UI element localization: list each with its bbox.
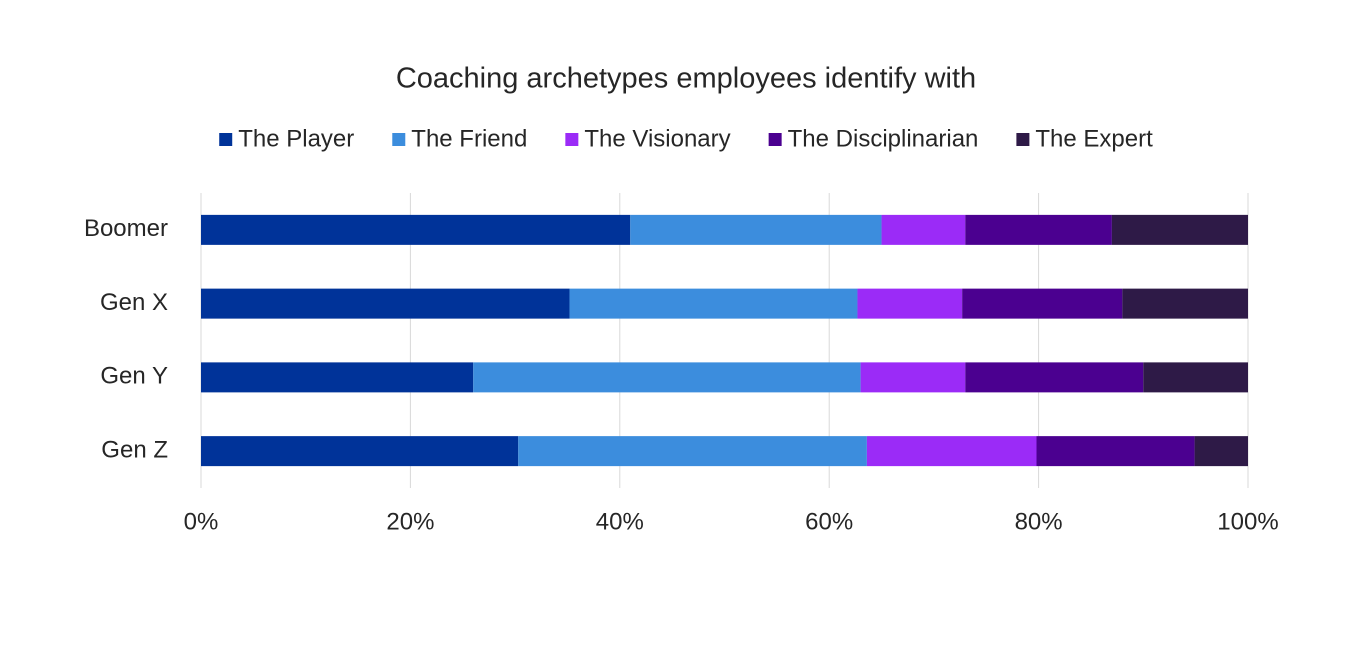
- bar-segment: [881, 214, 966, 245]
- legend-swatch: [565, 133, 579, 146]
- x-tick-label: 60%: [805, 508, 853, 535]
- bar-segment: [857, 288, 963, 319]
- x-tick-label: 20%: [386, 508, 434, 535]
- bar-segment: [860, 362, 966, 393]
- bar-segment: [965, 362, 1144, 393]
- bar-segment: [518, 436, 867, 467]
- y-tick-label: Gen Z: [101, 436, 168, 463]
- bar-segment: [1036, 436, 1195, 467]
- bar-segment: [569, 288, 858, 319]
- legend-swatch: [392, 133, 406, 146]
- bar-segment: [1111, 214, 1248, 245]
- legend-swatch: [219, 133, 233, 146]
- bar-segment: [1143, 362, 1248, 393]
- bar-segment: [866, 436, 1037, 467]
- chart-title: Coaching archetypes employees identify w…: [396, 63, 976, 95]
- y-tick-label: Gen Y: [100, 363, 168, 390]
- x-tick-label: 40%: [596, 508, 644, 535]
- bar-segment: [965, 214, 1112, 245]
- y-tick-label: Boomer: [84, 215, 168, 242]
- legend-label: The Friend: [411, 125, 527, 152]
- legend-label: The Expert: [1035, 125, 1153, 152]
- legend-label: The Disciplinarian: [788, 125, 979, 152]
- x-tick-label: 80%: [1015, 508, 1063, 535]
- bar-segment: [1194, 436, 1248, 467]
- y-tick-label: Gen X: [100, 289, 168, 316]
- legend: The Player The Friend The Visionary The Dis…: [219, 125, 1153, 152]
- bar-segment: [201, 362, 474, 393]
- bar-segment: [962, 288, 1123, 319]
- bar-segment: [473, 362, 861, 393]
- bar-segment: [201, 214, 631, 245]
- bar-segment: [1122, 288, 1248, 319]
- bar-segment: [201, 288, 570, 319]
- legend-label: The Visionary: [584, 125, 730, 152]
- bar-segment: [630, 214, 882, 245]
- bar-segment: [201, 436, 519, 467]
- legend-swatch: [768, 133, 782, 146]
- legend-swatch: [1016, 133, 1030, 146]
- x-tick-label: 0%: [184, 508, 219, 535]
- x-tick-label: 100%: [1217, 508, 1278, 535]
- legend-label: The Player: [238, 125, 354, 152]
